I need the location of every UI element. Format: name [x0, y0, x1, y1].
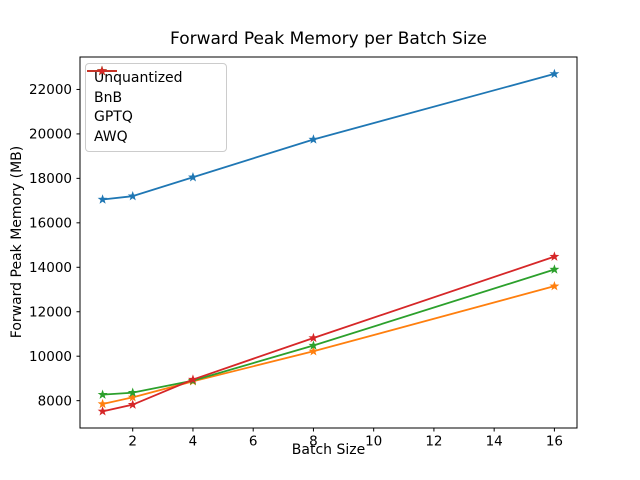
data-point-marker [549, 251, 560, 261]
legend-label: BnB [94, 89, 123, 106]
data-point-marker [188, 172, 198, 182]
x-tick-label: 12 [425, 434, 442, 450]
data-point-marker [97, 389, 108, 399]
y-tick-label: 18000 [29, 171, 72, 187]
data-point-marker [308, 340, 319, 350]
legend-item: AWQ [87, 65, 218, 146]
data-point-marker [308, 332, 319, 343]
y-tick-label: 16000 [29, 216, 72, 232]
legend-item: BnB [87, 65, 218, 106]
legend-item: GPTQ [87, 65, 218, 126]
data-point-marker [97, 406, 108, 416]
chart-title: Forward Peak Memory per Batch Size [170, 29, 487, 49]
legend-label: AWQ [94, 129, 128, 146]
legend-label: Unquantized [94, 69, 183, 86]
legend-line-star-icon [87, 65, 117, 76]
y-tick-label: 14000 [29, 260, 72, 276]
x-tick-label: 10 [365, 434, 382, 450]
data-point-marker [308, 346, 319, 356]
x-tick-label: 2 [128, 434, 137, 450]
x-tick-label: 4 [189, 434, 198, 450]
data-point-marker [549, 264, 560, 274]
data-point-marker [549, 280, 560, 291]
x-tick-label: 8 [309, 434, 318, 450]
x-tick-label: 6 [249, 434, 258, 450]
x-tick-label: 16 [546, 434, 563, 450]
data-point-marker [308, 134, 319, 144]
data-point-marker [127, 190, 138, 201]
data-point-marker [97, 194, 108, 204]
y-tick-label: 20000 [29, 127, 72, 143]
data-point-marker [127, 387, 138, 397]
series-line [102, 255, 555, 413]
y-tick-label: 8000 [38, 393, 72, 409]
x-tick-label: 14 [486, 434, 503, 450]
data-point-marker [127, 392, 138, 402]
x-axis-label: Batch Size [291, 442, 366, 458]
y-tick-label: 12000 [29, 304, 72, 320]
data-point-marker [127, 399, 138, 409]
data-point-marker [188, 374, 198, 384]
legend-label: GPTQ [94, 109, 133, 126]
y-tick-label: 22000 [29, 82, 72, 98]
y-tick-label: 10000 [29, 349, 72, 365]
plot-frame [79, 56, 578, 429]
series-line [102, 285, 555, 405]
data-point-marker [549, 68, 560, 79]
data-point-marker [97, 398, 108, 409]
legend: Unquantized BnB GPTQ AWQ [85, 63, 227, 152]
